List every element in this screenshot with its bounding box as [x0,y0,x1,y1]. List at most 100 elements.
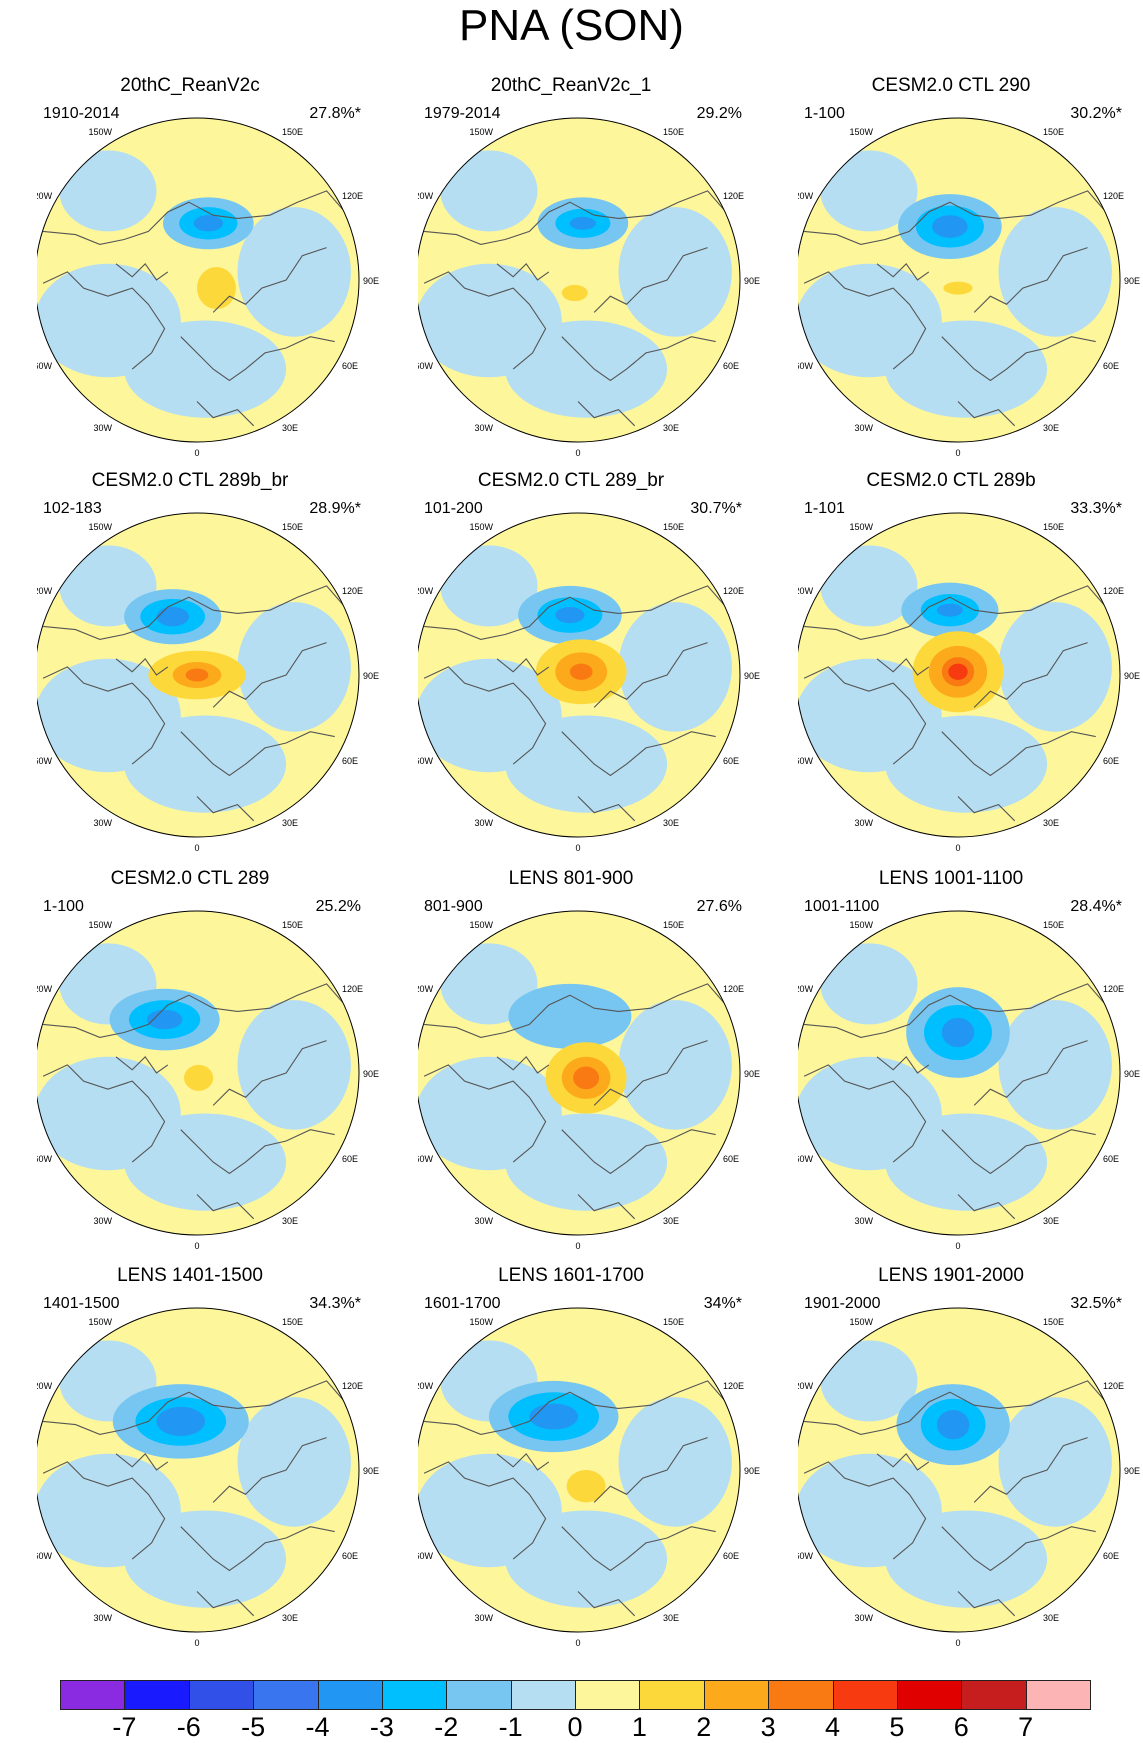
map-panel: LENS 1901-20001901-200032.5%*180090W90E1… [766,1265,1140,1665]
colorbar-tick-label: 7 [1018,1712,1034,1742]
longitude-label: 30E [282,1216,298,1226]
longitude-label: 30W [93,818,112,828]
longitude-label: 150E [663,127,684,137]
coastline [941,1526,1096,1572]
negative-anomaly-contour [569,216,596,230]
coastline [496,1055,550,1074]
colorbar-tick-label: -7 [112,1712,137,1742]
negative-region [998,1397,1112,1527]
longitude-label: 150W [88,1317,112,1327]
polar-map: 180090W90E150W120W150E120E30W60W30E60E [37,905,379,1251]
longitude-label: 30E [663,1613,679,1623]
colorbar-swatch [446,1680,512,1710]
map-panel: CESM2.0 CTL 289b_br102-18328.9%*180090W9… [5,470,379,870]
longitude-label: 120W [798,586,814,596]
coastline [803,271,927,370]
coastline [593,642,708,708]
negative-region [885,320,1048,418]
longitude-label: 30E [663,1216,679,1226]
coastline [593,247,708,313]
longitude-label: 0 [194,843,199,853]
polar-map: 180090W90E150W120W150E120E30W60W30E60E [418,1302,760,1648]
panel-variance-explained: 27.6% [696,898,742,915]
longitude-label: 150W [469,1317,493,1327]
longitude-label: 30E [282,423,298,433]
longitude-label: 120E [723,1381,744,1391]
coastline [180,1526,335,1572]
coastline [973,1437,1088,1503]
negative-region [820,1340,918,1422]
panel-years: 1-100 [43,898,84,915]
coastline [42,271,166,370]
map-panel: 20thC_ReanV2c_11979-201429.2%180090W90E1… [386,75,760,475]
map-panel: LENS 801-900801-90027.6%180090W90E150W12… [386,868,760,1268]
colorbar-swatch [253,1680,319,1710]
longitude-label: 120W [37,984,53,994]
polar-map: 180090W90E150W120W150E120E30W60W30E60E [37,507,379,853]
negative-region [618,1397,732,1527]
longitude-label: 180 [950,507,965,509]
coastline [973,642,1088,708]
longitude-label: 30E [663,423,679,433]
longitude-label: 60E [723,1154,739,1164]
longitude-label: 60E [723,361,739,371]
longitude-label: 150E [282,522,303,532]
longitude-label: 0 [575,843,580,853]
coastline [876,1055,930,1074]
longitude-label: 150E [282,127,303,137]
panel-years: 101-200 [424,500,483,517]
longitude-label: 0 [194,1241,199,1251]
longitude-label: 60E [723,756,739,766]
coastline [196,401,255,427]
coastline [115,262,169,281]
panel-variance-explained: 30.2%* [1070,105,1122,122]
map-boundary [37,1307,360,1633]
panel-title: LENS 1601-1700 [498,1265,644,1286]
colorbar-swatch [1025,1680,1091,1710]
longitude-label: 180 [570,1302,585,1304]
longitude-label: 30E [1043,1613,1059,1623]
coastline [973,1040,1088,1106]
panel-years: 1979-2014 [424,105,501,122]
longitude-label: 150E [663,920,684,930]
negative-region [820,943,918,1025]
longitude-label: 150E [663,522,684,532]
map-boundary [37,512,360,838]
negative-anomaly-contour [555,606,585,624]
positive-anomaly-contour [569,663,593,680]
coastline [180,731,335,777]
longitude-label: 150W [849,522,873,532]
longitude-label: 150E [1043,522,1064,532]
longitude-label: 90E [363,671,379,681]
longitude-label: 180 [189,1302,204,1304]
colorbar-tick-label: 2 [696,1712,712,1742]
coastline [196,1194,255,1220]
longitude-label: 180 [189,112,204,114]
positive-anomaly-contour [573,1066,600,1090]
coastline [212,247,327,313]
longitude-label: 0 [955,1241,960,1251]
negative-region [998,1000,1112,1130]
longitude-label: 30W [854,1613,873,1623]
coastline [180,336,335,382]
longitude-label: 60W [37,1154,53,1164]
coastline [593,1437,708,1503]
panel-variance-explained: 34%* [703,1295,742,1312]
coastline [423,666,547,765]
colorbar-tick-label: -6 [176,1712,201,1742]
colorbar-swatch [510,1680,576,1710]
figure-title: PNA (SON) [459,1,684,50]
coastline [43,1380,349,1435]
colorbar-swatch [188,1680,255,1710]
longitude-label: 0 [955,843,960,853]
map-boundary [37,117,360,443]
longitude-label: 90E [744,1466,760,1476]
coastline [593,1040,708,1106]
longitude-label: 30E [1043,818,1059,828]
longitude-label: 120W [798,1381,814,1391]
negative-region [505,715,668,813]
longitude-label: 30E [663,818,679,828]
map-boundary [418,117,741,443]
negative-region [505,320,668,418]
colorbar-swatch [60,1680,126,1710]
